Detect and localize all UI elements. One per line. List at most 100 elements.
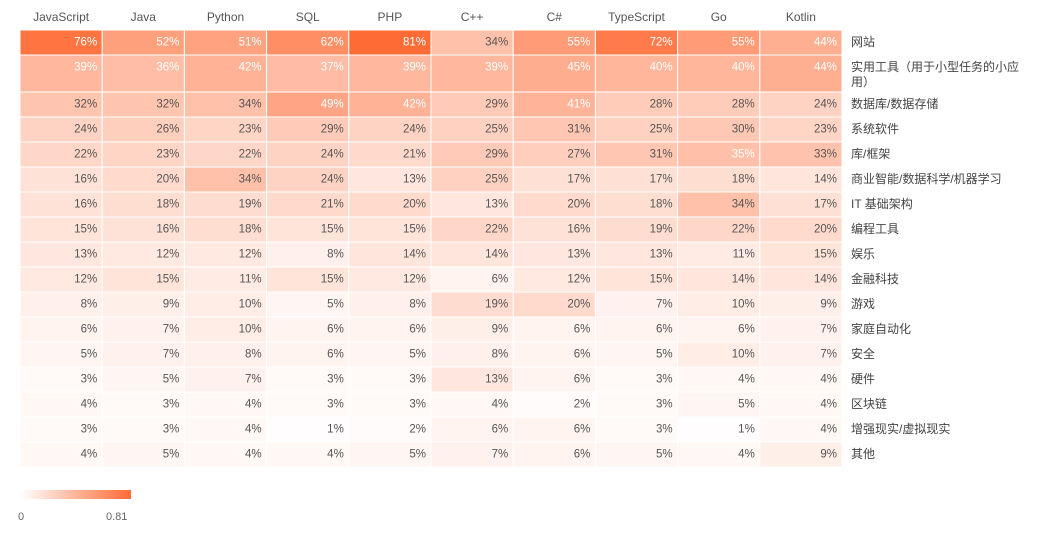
- cell-value: 34%: [239, 174, 262, 186]
- cell-value: 3%: [409, 399, 426, 411]
- cell-value: 14%: [403, 249, 426, 261]
- cell-value: 23%: [239, 124, 262, 136]
- cell-value: 20%: [403, 199, 426, 211]
- heatmap-cell: [266, 191, 350, 218]
- cell-value: 16%: [156, 224, 179, 236]
- heatmap-cell: [19, 366, 103, 393]
- heatmap-cell: [594, 241, 679, 268]
- row-label: 网站: [851, 35, 875, 49]
- row-label: 硬件: [851, 372, 875, 386]
- column-header: Python: [207, 10, 244, 24]
- cell-value: 4%: [820, 424, 837, 436]
- heatmap-cell: [677, 241, 761, 268]
- heatmap-cell: [183, 291, 268, 318]
- heatmap-cell: [101, 441, 185, 468]
- row-label: 实用工具（用于小型任务的小应用）: [851, 59, 1019, 89]
- cell-value: 8%: [245, 349, 262, 361]
- cell-value: 11%: [239, 274, 261, 286]
- heatmap-cell: [101, 291, 185, 318]
- heatmap-cell: [759, 241, 843, 268]
- cell-value: 44%: [814, 37, 837, 49]
- heatmap-cell: [759, 316, 843, 343]
- heatmap-cell: [19, 416, 103, 443]
- row-label: 数据库/数据存储: [851, 96, 938, 111]
- cell-value: 6%: [574, 424, 591, 436]
- cell-value: 34%: [239, 99, 262, 111]
- cell-value: 3%: [656, 424, 673, 436]
- column-header: JavaScript: [33, 10, 90, 24]
- cell-value: 15%: [74, 224, 97, 236]
- heatmap-cell: [101, 316, 185, 343]
- cell-value: 16%: [567, 224, 590, 236]
- cell-value: 22%: [74, 149, 97, 161]
- heatmap-cell: [266, 291, 350, 318]
- cell-value: 3%: [81, 374, 98, 386]
- cell-value: 17%: [650, 174, 673, 186]
- heatmap-cell: [266, 241, 350, 268]
- heatmap-cell: [101, 341, 185, 368]
- heatmap-cell: [677, 391, 761, 418]
- heatmap-cell: [348, 291, 432, 318]
- row-label: 家庭自动化: [851, 321, 911, 336]
- cell-value: 6%: [656, 324, 673, 336]
- cell-value: 5%: [656, 449, 673, 461]
- row-label: 安全: [851, 346, 875, 361]
- cell-value: 9%: [163, 299, 180, 311]
- cell-value: 12%: [567, 274, 590, 286]
- cell-value: 4%: [81, 449, 98, 461]
- cell-value: 34%: [485, 37, 508, 49]
- heatmap-cell: [677, 141, 761, 168]
- cell-value: 22%: [732, 224, 755, 236]
- cell-value: 25%: [485, 124, 508, 136]
- cell-value: 18%: [650, 199, 673, 211]
- cell-value: 4%: [245, 399, 262, 411]
- cell-value: 32%: [156, 99, 179, 111]
- heatmap-cell: [430, 116, 514, 143]
- heatmap-cell: [183, 391, 268, 418]
- cell-value: 20%: [567, 199, 590, 211]
- cell-value: 12%: [239, 249, 262, 261]
- cell-value: 52%: [156, 37, 179, 49]
- legend-min-label: 0: [18, 511, 24, 523]
- heatmap-cell: [512, 141, 596, 168]
- cell-value: 5%: [81, 349, 98, 361]
- cell-value: 10%: [239, 324, 262, 336]
- cell-value: 1%: [327, 424, 344, 436]
- cell-value: 6%: [327, 349, 344, 361]
- cell-value: 14%: [485, 249, 508, 261]
- cell-value: 6%: [492, 424, 509, 436]
- cell-value: 9%: [820, 449, 837, 461]
- cell-value: 14%: [732, 274, 755, 286]
- heatmap-cell: [348, 141, 432, 168]
- heatmap-cell: [19, 241, 103, 268]
- cell-value: 5%: [409, 349, 426, 361]
- cell-value: 24%: [814, 99, 837, 111]
- heatmap-cell: [101, 241, 185, 268]
- cell-value: 81%: [403, 37, 426, 49]
- cell-value: 4%: [820, 399, 837, 411]
- heatmap-cell: [512, 266, 596, 293]
- heatmap-cell: [759, 266, 843, 293]
- heatmap-cell: [594, 366, 679, 393]
- cell-value: 76%: [74, 37, 97, 49]
- cell-value: 3%: [327, 374, 344, 386]
- cell-value: 12%: [74, 274, 97, 286]
- cell-value: 14%: [814, 274, 837, 286]
- heatmap-cell: [677, 316, 761, 343]
- cell-value: 55%: [567, 37, 590, 49]
- heatmap-cell: [183, 441, 268, 468]
- cell-value: 27%: [567, 149, 590, 161]
- cell-value: 51%: [239, 37, 262, 49]
- row-label: 金融科技: [851, 271, 899, 286]
- heatmap-cell: [594, 91, 679, 118]
- cell-value: 24%: [74, 124, 97, 136]
- cell-value: 29%: [321, 124, 344, 136]
- heatmap-cell: [430, 216, 514, 243]
- heatmap-cell: [19, 191, 103, 218]
- cell-value: 18%: [732, 174, 755, 186]
- cell-value: 4%: [820, 374, 837, 386]
- cell-value: 6%: [574, 449, 591, 461]
- cell-value: 21%: [403, 149, 426, 161]
- heatmap-cell: [677, 216, 761, 243]
- heatmap-cell: [677, 341, 761, 368]
